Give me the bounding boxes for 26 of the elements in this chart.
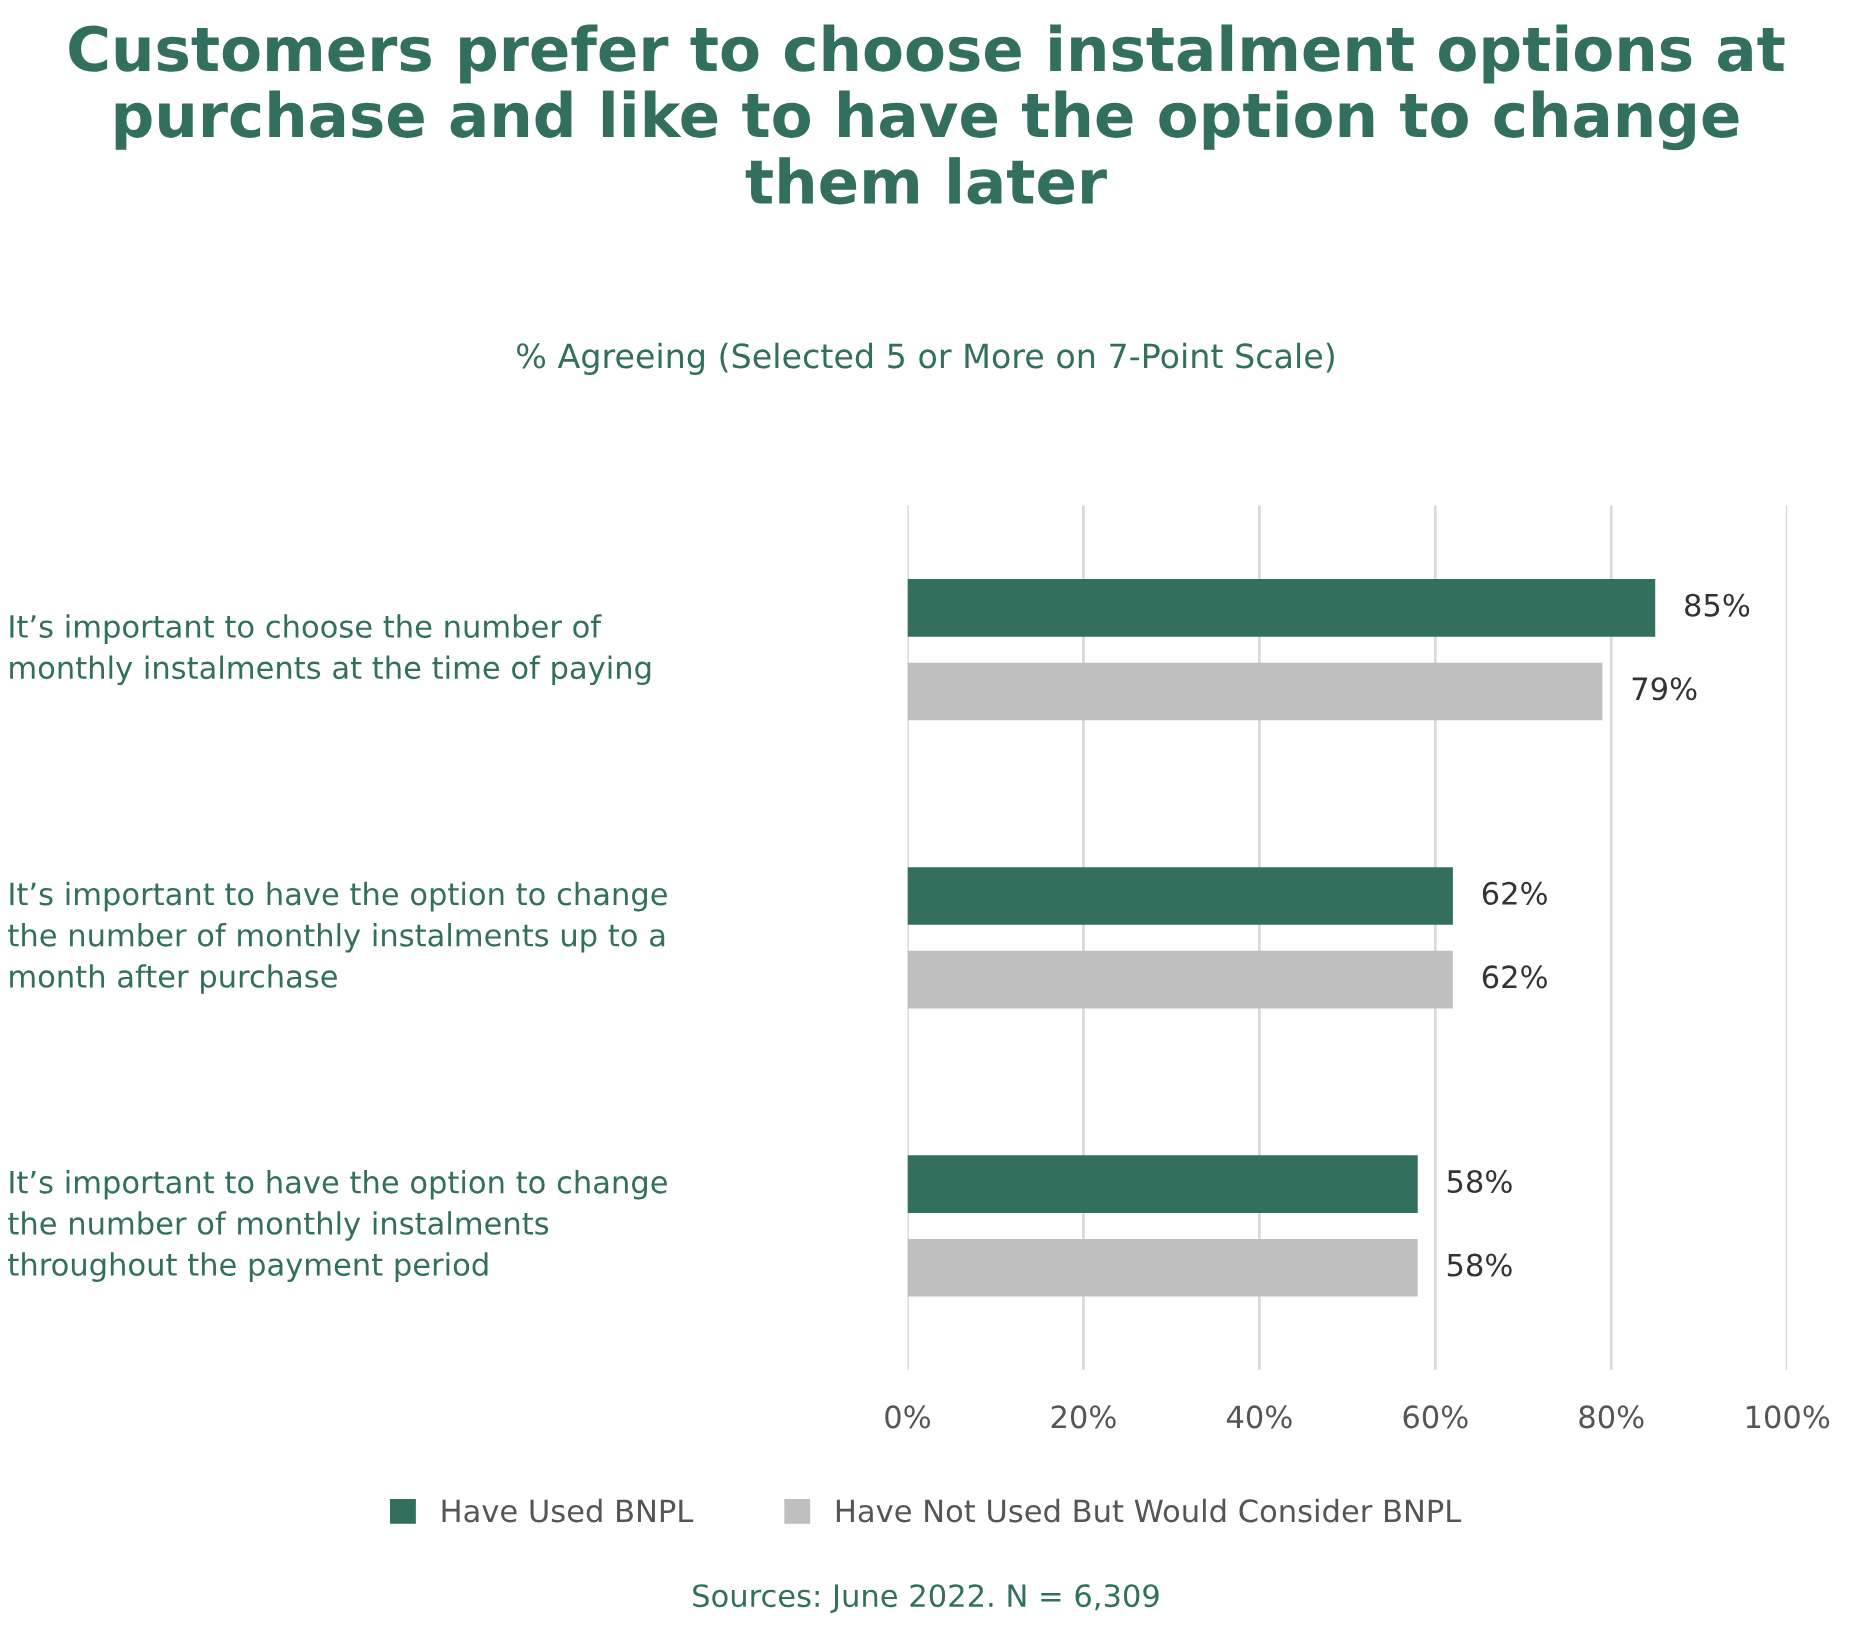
data-label: 79%: [1632, 677, 1697, 701]
bar: [907, 867, 1453, 925]
legend-label: Have Not Used But Would Consider BNPL: [836, 1498, 1462, 1523]
x-tick-label: 40%: [1226, 1405, 1292, 1429]
data-label: 58%: [1447, 1169, 1512, 1194]
bar: [907, 662, 1603, 721]
data-label: 62%: [1482, 881, 1547, 905]
chart-subtitle: % Agreeing (Selected 5 or More on 7-Point Scale): [517, 342, 1334, 375]
x-tick-label: 100%: [1746, 1405, 1830, 1429]
source-note: Sources: June 2022. N = 6,309: [693, 1584, 1159, 1613]
bar: [907, 950, 1453, 1009]
x-tick-label: 20%: [1051, 1405, 1116, 1429]
chart-title: Customers prefer to choose instalment options at purchase and like to have the option to change them later: [69, 24, 1785, 205]
legend-label: Have Used BNPL: [442, 1498, 694, 1523]
bar: [907, 1155, 1418, 1213]
data-label: 58%: [1447, 1253, 1512, 1277]
x-tick-label: 60%: [1403, 1405, 1468, 1429]
data-label: 62%: [1482, 965, 1547, 989]
y-tick-label: It’s important to have the option to change the number of monthly instalments throughout the payment period: [8, 1170, 667, 1282]
y-tick-label: It’s important to choose the number of monthly instalments at the time of paying: [10, 614, 651, 686]
y-tick-label: It’s important to have the option to change the number of monthly instalments up to a month after purchase: [8, 881, 667, 994]
x-tick-label: 80%: [1579, 1405, 1644, 1429]
x-tick-label: 0%: [885, 1405, 931, 1429]
bar: [907, 1238, 1418, 1297]
data-label: 85%: [1685, 593, 1750, 617]
bar: [907, 579, 1656, 637]
